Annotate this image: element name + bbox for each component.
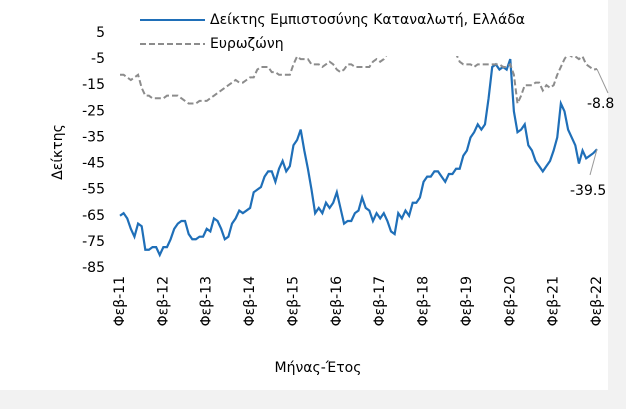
legend-label: Δείκτης Εμπιστοσύνης Καταναλωτή, Ελλάδα bbox=[210, 12, 525, 28]
x-tick-label: Φεβ-13 bbox=[199, 276, 215, 326]
annotation: -8.8 bbox=[587, 96, 614, 112]
x-axis-label: Μήνας-Έτος bbox=[275, 360, 362, 376]
y-tick-label: -15 bbox=[82, 77, 105, 93]
x-tick-label: Φεβ-15 bbox=[285, 276, 301, 326]
x-tick-label: Φεβ-20 bbox=[502, 276, 518, 326]
x-tick-label: Φεβ-14 bbox=[242, 276, 258, 326]
legend-label: Ευρωζώνη bbox=[210, 36, 284, 52]
x-tick-label: Φεβ-11 bbox=[112, 276, 128, 326]
x-tick-label: Φεβ-16 bbox=[329, 276, 345, 326]
y-tick-label: -5 bbox=[91, 51, 105, 67]
annotation: -39.5 bbox=[570, 183, 606, 199]
series-line bbox=[120, 42, 598, 108]
y-tick-label: -85 bbox=[82, 260, 105, 276]
legend-background bbox=[138, 6, 604, 56]
x-tick-label: Φεβ-21 bbox=[546, 276, 562, 326]
x-tick-label: Φεβ-12 bbox=[155, 276, 171, 326]
annotation-leader bbox=[589, 149, 598, 176]
annotation-leader bbox=[596, 68, 609, 94]
y-axis-label: Δείκτης bbox=[50, 124, 66, 180]
y-tick-label: 5 bbox=[96, 25, 105, 41]
chart-background bbox=[0, 0, 608, 390]
y-tick-label: -25 bbox=[82, 103, 105, 119]
x-tick-label: Φεβ-17 bbox=[372, 276, 388, 326]
x-tick-label: Φεβ-22 bbox=[589, 276, 605, 326]
y-tick-label: -65 bbox=[82, 208, 105, 224]
y-tick-label: -75 bbox=[82, 234, 105, 250]
series-line bbox=[119, 58, 598, 258]
y-tick-label: -55 bbox=[82, 182, 105, 198]
x-tick-label: Φεβ-19 bbox=[459, 276, 475, 326]
x-tick-label: Φεβ-18 bbox=[416, 276, 432, 326]
y-tick-label: -45 bbox=[82, 156, 105, 172]
y-tick-label: -35 bbox=[82, 129, 105, 145]
